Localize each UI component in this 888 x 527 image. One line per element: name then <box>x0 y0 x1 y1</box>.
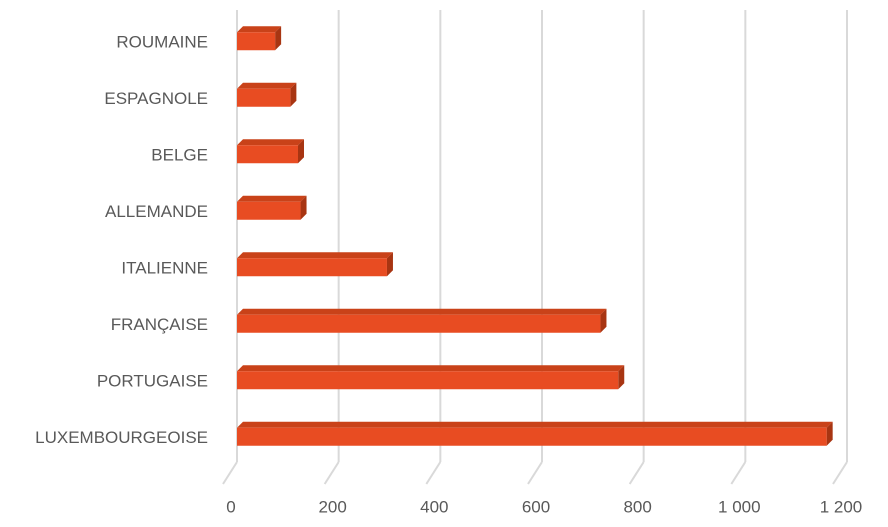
bar-top-face <box>237 195 307 202</box>
floor-gridline <box>527 461 543 485</box>
category-label-allemande: ALLEMANDE <box>105 202 208 221</box>
bar-front-face <box>237 88 291 107</box>
chart-floor <box>222 461 848 485</box>
floor-gridline <box>222 461 238 485</box>
bar-front-face <box>237 427 827 446</box>
bar-allemande <box>237 195 307 220</box>
category-label-roumaine: ROUMAINE <box>116 33 208 52</box>
bar-side-face <box>300 195 307 220</box>
bar-side-face <box>618 365 625 390</box>
bar-luxembourgeoise <box>237 421 833 446</box>
bar-italienne <box>237 252 393 277</box>
bar-front-face <box>237 371 619 390</box>
bar-francaise <box>237 308 607 333</box>
x-tick-label: 800 <box>623 497 651 516</box>
x-tick-label: 400 <box>420 497 448 516</box>
gridlines <box>236 10 848 462</box>
x-tick-label: 1 000 <box>718 497 761 516</box>
floor-gridline <box>832 461 848 485</box>
bar-belge <box>237 139 304 164</box>
floor-gridline <box>730 461 747 485</box>
category-label-francaise: FRANÇAISE <box>111 315 208 334</box>
category-labels: ROUMAINE ESPAGNOLE BELGE ALLEMANDE ITALIENNE… <box>35 33 208 448</box>
x-tick-label: 0 <box>226 497 235 516</box>
x-tick-label: 1 200 <box>820 497 863 516</box>
category-label-espagnole: ESPAGNOLE <box>104 89 208 108</box>
bar-front-face <box>237 314 601 333</box>
bar-portugaise <box>237 365 625 390</box>
bar-front-face <box>237 145 298 164</box>
category-label-portugaise: PORTUGAISE <box>97 372 208 391</box>
bar-top-face <box>237 82 297 89</box>
floor-gridline <box>323 461 340 485</box>
bar-front-face <box>237 258 387 277</box>
floor-gridline <box>628 461 645 485</box>
x-tick-label: 200 <box>318 497 346 516</box>
bar-front-face <box>237 201 301 220</box>
bar-side-face <box>386 252 393 277</box>
bar-side-face <box>290 82 297 107</box>
category-label-luxembourgeoise: LUXEMBOURGEOISE <box>35 428 208 447</box>
bar-top-face <box>237 365 625 372</box>
bar-top-face <box>237 252 393 259</box>
bar-espagnole <box>237 82 297 107</box>
tick-labels: 0 200 400 600 800 1 000 1 200 <box>226 497 862 516</box>
bar-side-face <box>275 26 282 51</box>
x-tick-label: 600 <box>522 497 550 516</box>
category-label-italienne: ITALIENNE <box>121 259 208 278</box>
floor-gridline <box>425 461 442 485</box>
bar-side-face <box>826 421 833 446</box>
bar-side-face <box>600 308 607 333</box>
category-label-belge: BELGE <box>151 146 208 165</box>
bar-top-face <box>237 421 833 428</box>
bar-front-face <box>237 32 276 51</box>
bar-top-face <box>237 26 282 33</box>
bar-roumaine <box>237 26 282 51</box>
bar-side-face <box>298 139 304 164</box>
bar-top-face <box>237 308 607 315</box>
bar-top-face <box>237 139 304 146</box>
bars <box>237 26 833 446</box>
